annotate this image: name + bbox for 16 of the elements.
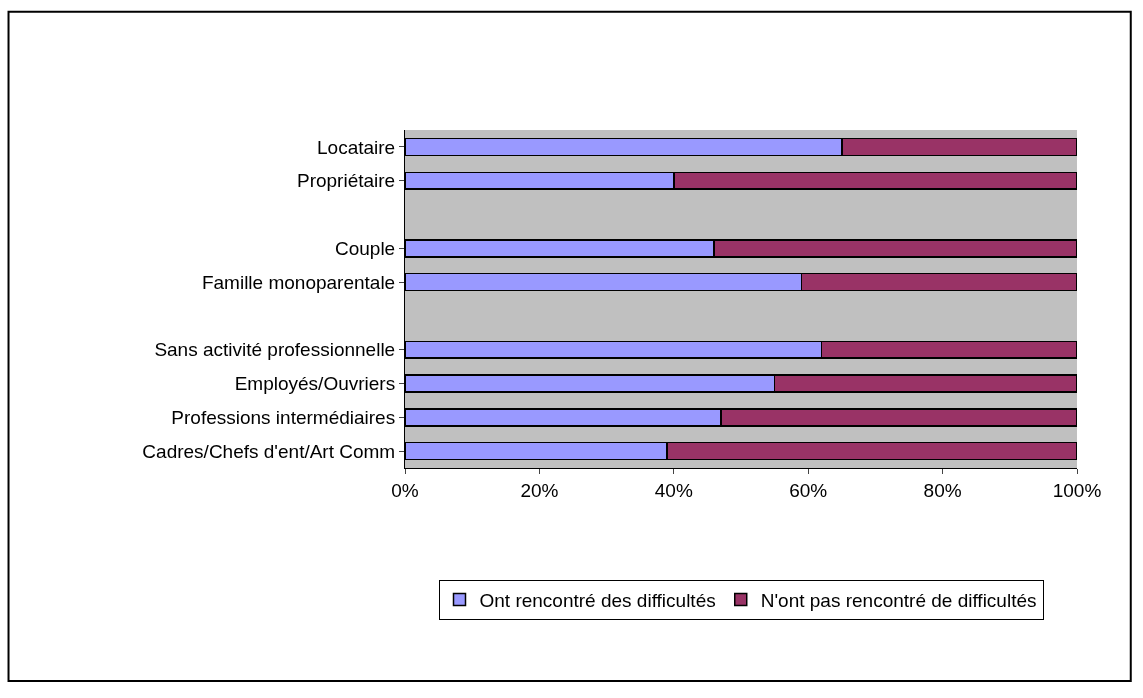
y-tick-label: Employés/Ouvriers bbox=[234, 373, 396, 395]
legend-label: N'ont pas rencontré de difficultés bbox=[760, 589, 1037, 611]
y-tick-label: Famille monoparentale bbox=[201, 271, 396, 293]
y-tick-label: Professions intermédiaires bbox=[171, 406, 396, 428]
y-tick-label: Couple bbox=[334, 237, 396, 259]
x-tick-label: 80% bbox=[923, 479, 962, 501]
x-tick-label: 100% bbox=[1052, 479, 1102, 501]
y-tick-label: Cadres/Chefs d'ent/Art Comm bbox=[142, 440, 396, 462]
y-tick-label: Locataire bbox=[317, 136, 396, 158]
x-tick-label: 20% bbox=[520, 479, 559, 501]
legend-label: Ont rencontré des difficultés bbox=[479, 589, 716, 611]
x-tick-label: 0% bbox=[391, 479, 419, 501]
x-tick-label: 40% bbox=[654, 479, 693, 501]
y-tick-label: Propriétaire bbox=[296, 170, 396, 192]
y-tick-label: Sans activité professionnelle bbox=[154, 339, 396, 361]
x-tick-label: 60% bbox=[789, 479, 828, 501]
